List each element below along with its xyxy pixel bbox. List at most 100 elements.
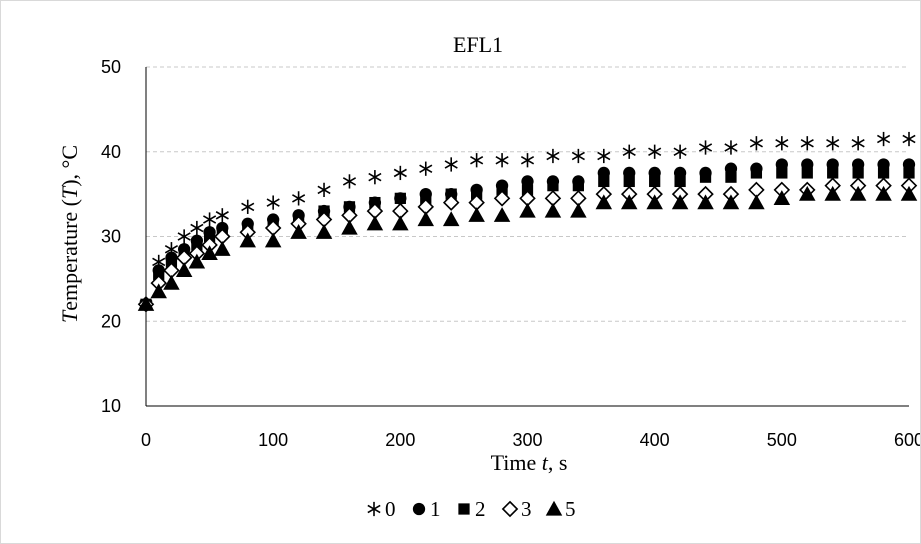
data-points bbox=[137, 131, 918, 313]
data-point bbox=[420, 192, 432, 204]
marker-asterisk-stroke bbox=[597, 151, 611, 161]
data-point bbox=[264, 232, 282, 248]
data-point bbox=[393, 165, 407, 181]
marker-asterisk-stroke bbox=[800, 139, 814, 148]
data-point bbox=[214, 240, 231, 256]
marker-square bbox=[318, 205, 330, 217]
marker-triangle bbox=[799, 185, 816, 201]
marker-triangle bbox=[646, 194, 663, 210]
data-point bbox=[903, 167, 915, 179]
data-point bbox=[163, 274, 180, 290]
data-point bbox=[394, 192, 406, 204]
legend-item-5: 5 bbox=[545, 497, 576, 521]
marker-triangle bbox=[150, 283, 167, 299]
marker-triangle bbox=[175, 262, 193, 277]
marker-square bbox=[343, 201, 356, 213]
legend-label: 3 bbox=[521, 497, 532, 521]
marker-asterisk-stroke bbox=[520, 155, 535, 165]
data-point bbox=[852, 167, 864, 179]
data-point bbox=[876, 131, 891, 147]
data-point bbox=[875, 185, 892, 201]
data-point bbox=[442, 194, 460, 211]
marker-diamond bbox=[442, 194, 460, 211]
data-point bbox=[622, 144, 636, 159]
marker-asterisk-stroke bbox=[698, 143, 713, 152]
marker-square bbox=[191, 239, 203, 251]
data-point bbox=[215, 208, 229, 223]
data-point bbox=[877, 167, 890, 179]
marker-square bbox=[547, 180, 559, 192]
marker-asterisk-stroke bbox=[876, 134, 891, 144]
data-point bbox=[547, 180, 559, 192]
x-tick-label: 100 bbox=[258, 430, 288, 450]
data-point bbox=[646, 194, 663, 210]
marker-asterisk-stroke bbox=[393, 168, 407, 178]
x-tick-label: 400 bbox=[640, 430, 670, 450]
data-point bbox=[495, 153, 509, 168]
data-point bbox=[290, 224, 307, 239]
data-point bbox=[175, 262, 193, 277]
legend-label: 5 bbox=[565, 497, 576, 521]
data-point bbox=[775, 136, 789, 151]
data-point bbox=[671, 194, 689, 210]
marker-triangle bbox=[315, 224, 333, 239]
data-point bbox=[521, 184, 534, 196]
data-point bbox=[570, 202, 587, 218]
marker-square bbox=[649, 175, 661, 188]
data-point bbox=[826, 136, 840, 151]
x-tick-label: 200 bbox=[385, 430, 415, 450]
data-point bbox=[239, 232, 256, 248]
data-point bbox=[649, 175, 661, 188]
marker-square bbox=[674, 175, 686, 188]
data-point bbox=[598, 175, 610, 188]
legend-item-1: 1 bbox=[412, 497, 441, 521]
marker-triangle bbox=[264, 232, 282, 248]
data-point bbox=[191, 239, 203, 251]
series-2-points bbox=[140, 167, 915, 310]
data-point bbox=[800, 136, 814, 151]
marker-triangle bbox=[697, 194, 714, 210]
x-tick-label: 0 bbox=[141, 430, 151, 450]
marker-square bbox=[420, 192, 432, 204]
data-point bbox=[493, 207, 511, 222]
data-point bbox=[496, 184, 508, 196]
marker-asterisk-stroke bbox=[241, 202, 255, 212]
marker-square bbox=[750, 167, 763, 179]
marker-triangle bbox=[137, 296, 155, 311]
marker-asterisk-stroke bbox=[177, 232, 191, 241]
marker-diamond bbox=[493, 190, 511, 207]
marker-square bbox=[496, 184, 508, 196]
data-point bbox=[623, 175, 635, 188]
data-point bbox=[519, 202, 536, 218]
marker-triangle bbox=[620, 194, 638, 210]
data-point bbox=[369, 196, 381, 209]
data-point bbox=[266, 195, 280, 210]
marker-triangle bbox=[468, 207, 485, 222]
data-point bbox=[572, 180, 584, 192]
marker-triangle bbox=[824, 185, 841, 201]
data-point bbox=[342, 174, 357, 189]
data-point bbox=[674, 175, 686, 188]
marker-square bbox=[203, 230, 216, 243]
marker-triangle bbox=[366, 215, 384, 231]
data-point bbox=[571, 148, 585, 164]
data-point bbox=[827, 167, 839, 179]
data-point bbox=[419, 161, 433, 176]
marker-triangle bbox=[442, 211, 460, 227]
x-tick-label: 600 bbox=[894, 430, 920, 450]
data-point bbox=[544, 202, 562, 218]
marker-square bbox=[776, 167, 788, 179]
data-point bbox=[673, 144, 687, 159]
data-point bbox=[292, 191, 306, 206]
data-point bbox=[165, 256, 178, 268]
data-point bbox=[188, 253, 206, 269]
marker-asterisk-stroke bbox=[266, 198, 280, 207]
data-point bbox=[471, 188, 483, 200]
data-point bbox=[177, 229, 191, 244]
marker-square bbox=[699, 171, 712, 183]
y-tick-label: 40 bbox=[101, 142, 121, 162]
marker-square bbox=[623, 175, 635, 188]
data-point bbox=[698, 140, 713, 155]
legend: 0 1 2 3 5 bbox=[367, 497, 576, 521]
